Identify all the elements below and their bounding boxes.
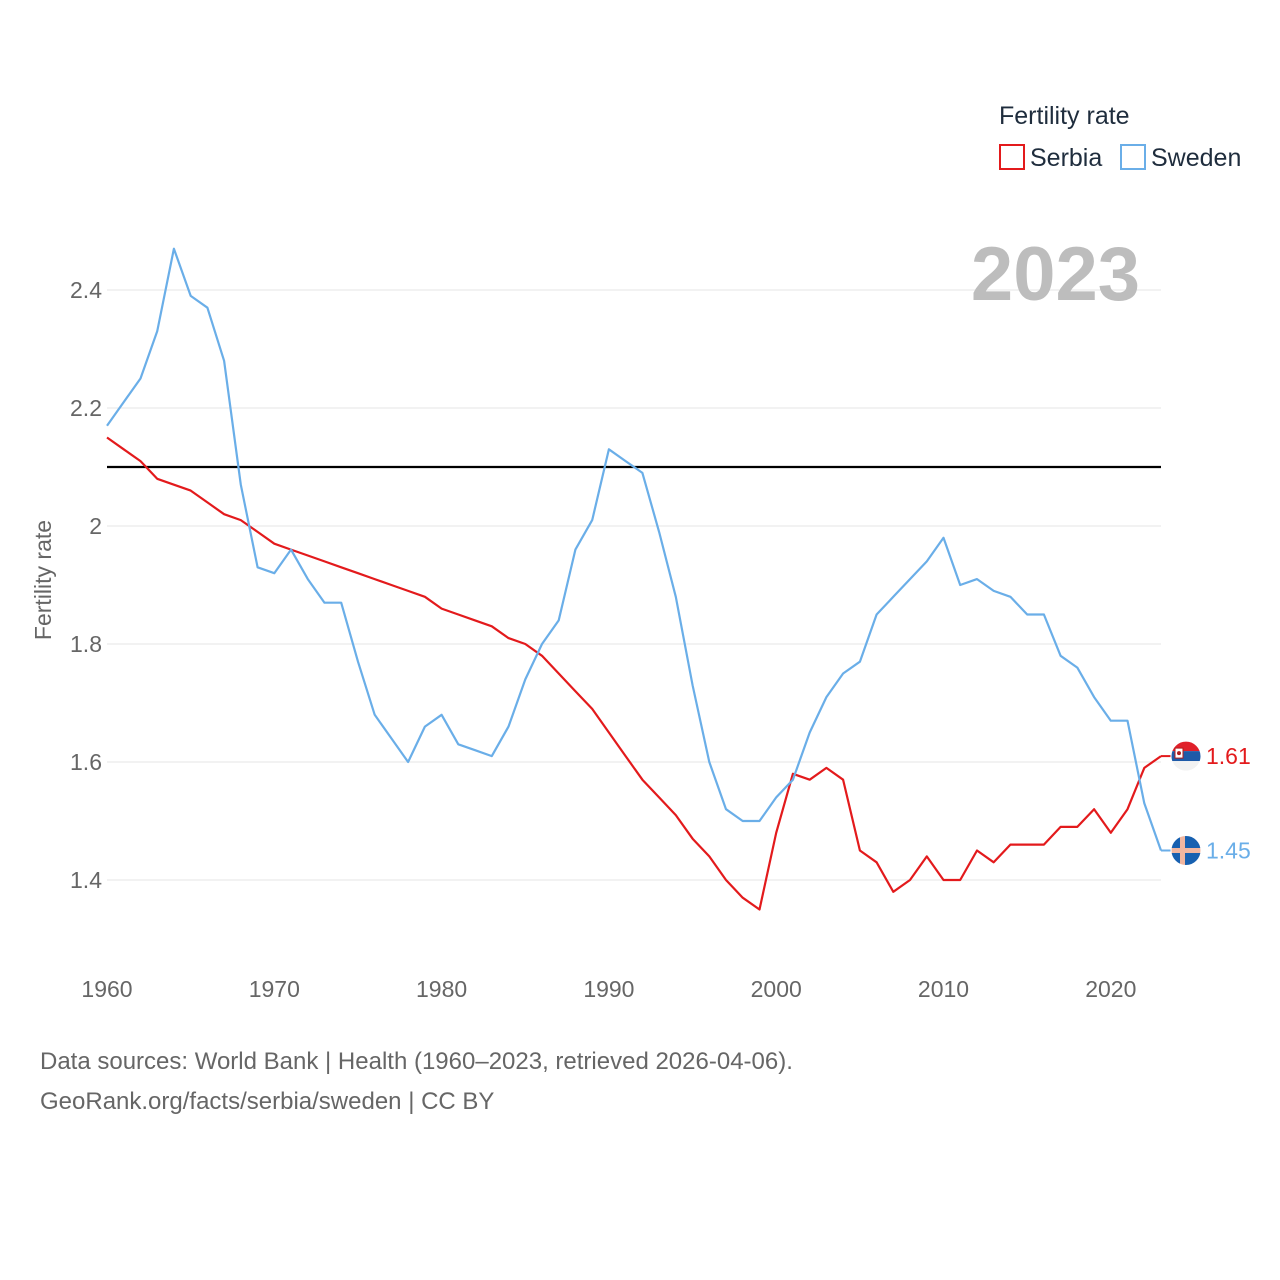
sweden-flag-icon bbox=[1170, 835, 1202, 866]
y-axis-ticks: 1.4 1.6 1.8 2 2.2 2.4 bbox=[70, 277, 102, 893]
serbia-end-value: 1.61 bbox=[1206, 743, 1251, 769]
legend: Fertility rate Serbia Sweden bbox=[999, 102, 1241, 172]
y-tick-label: 2.2 bbox=[70, 395, 102, 421]
series-lines bbox=[106, 247, 1171, 911]
legend-label-serbia: Serbia bbox=[1030, 144, 1102, 172]
x-tick-label: 2000 bbox=[751, 976, 802, 1002]
legend-swatch-sweden bbox=[1120, 144, 1146, 170]
series-line-serbia bbox=[106, 436, 1162, 911]
grid-lines bbox=[107, 289, 1161, 881]
y-tick-label: 2 bbox=[89, 513, 102, 539]
x-axis-ticks: 1960 1970 1980 1990 2000 2010 2020 bbox=[81, 976, 1136, 1002]
x-tick-label: 2010 bbox=[918, 976, 969, 1002]
x-tick-label: 2020 bbox=[1085, 976, 1136, 1002]
legend-item-sweden[interactable]: Sweden bbox=[1120, 144, 1241, 172]
data-source-text: Data sources: World Bank | Health (1960–… bbox=[40, 1048, 793, 1075]
x-tick-label: 1990 bbox=[583, 976, 634, 1002]
x-tick-label: 1970 bbox=[249, 976, 300, 1002]
sweden-end-marker: 1.45 bbox=[1170, 835, 1251, 866]
y-tick-label: 1.6 bbox=[70, 749, 102, 775]
y-tick-label: 2.4 bbox=[70, 277, 102, 303]
year-label: 2023 bbox=[971, 232, 1140, 317]
serbia-end-marker: 1.61 bbox=[1170, 740, 1251, 772]
series-line-sweden bbox=[106, 247, 1163, 851]
x-tick-label: 1980 bbox=[416, 976, 467, 1002]
legend-title: Fertility rate bbox=[999, 102, 1130, 130]
legend-item-serbia[interactable]: Serbia bbox=[999, 144, 1102, 172]
serbia-flag-icon bbox=[1170, 740, 1202, 772]
attribution-link[interactable]: GeoRank.org/facts/serbia/sweden | CC BY bbox=[40, 1088, 495, 1115]
y-axis-title: Fertility rate bbox=[30, 520, 56, 640]
y-tick-label: 1.8 bbox=[70, 631, 102, 657]
footer: Data sources: World Bank | Health (1960–… bbox=[40, 1042, 793, 1122]
legend-swatch-serbia bbox=[999, 144, 1025, 170]
sweden-end-value: 1.45 bbox=[1206, 838, 1251, 864]
y-tick-label: 1.4 bbox=[70, 867, 102, 893]
legend-label-sweden: Sweden bbox=[1151, 144, 1241, 172]
x-tick-label: 1960 bbox=[81, 976, 132, 1002]
